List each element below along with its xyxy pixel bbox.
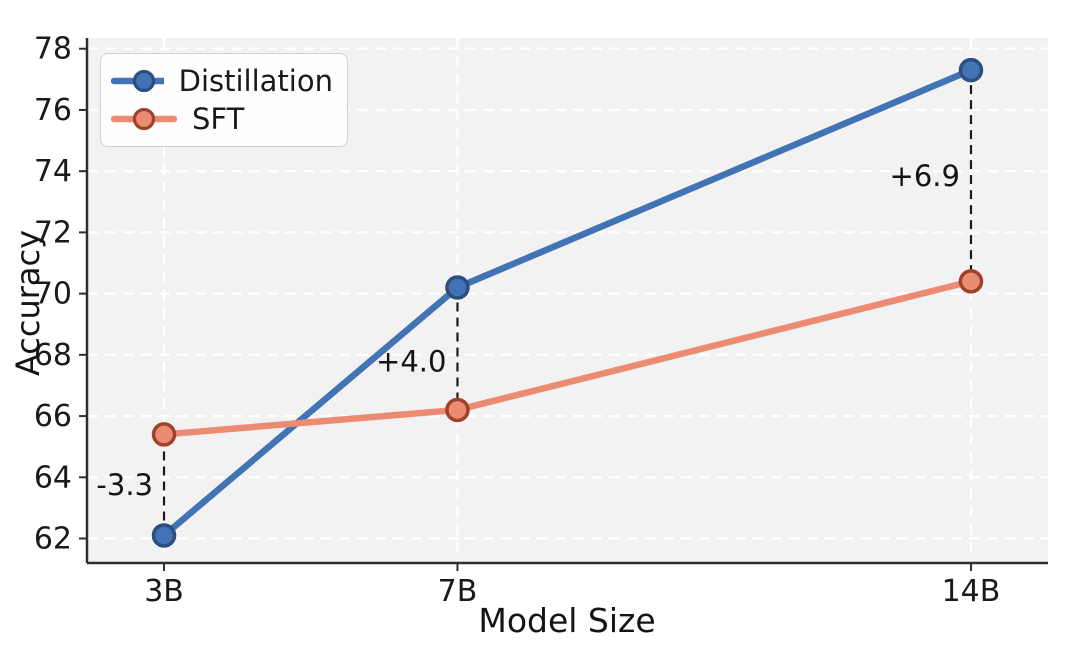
y-tick-label: 74 — [34, 154, 72, 189]
y-axis-label: Accuracy — [9, 229, 47, 377]
y-tick-label: 66 — [34, 399, 72, 434]
y-tick-label: 68 — [34, 338, 72, 373]
data-point-sft-3b — [151, 422, 177, 447]
x-axis-label: Model Size — [478, 601, 656, 640]
data-point-distillation-3b — [151, 523, 177, 548]
gap-annotation: +6.9 — [890, 159, 960, 193]
gap-annotation: +4.0 — [376, 345, 446, 379]
y-tick-label: 76 — [34, 93, 72, 128]
gap-annotation: -3.3 — [96, 468, 153, 502]
y-tick-label: 78 — [34, 32, 72, 67]
y-tick-label: 64 — [34, 460, 72, 495]
legend-label-sft: SFT — [192, 101, 245, 136]
y-tick-label: 70 — [34, 277, 72, 312]
legend-line-marker-sample — [111, 69, 164, 93]
x-tick-label: 7B — [438, 574, 478, 609]
data-point-sft-14b — [958, 269, 984, 294]
data-point-distillation-14b — [958, 57, 984, 83]
legend-line-marker-sample — [111, 107, 177, 131]
legend: Distillation SFT — [100, 53, 348, 147]
y-tick-label: 62 — [34, 522, 72, 557]
data-point-sft-7b — [445, 397, 470, 423]
legend-item-sft: SFT — [111, 101, 333, 137]
x-tick-label: 3B — [144, 574, 184, 609]
legend-item-distillation: Distillation — [111, 63, 333, 99]
legend-label-distillation: Distillation — [178, 63, 333, 98]
x-tick-label: 14B — [942, 574, 1001, 609]
y-tick-label: 72 — [34, 215, 72, 250]
data-point-distillation-7b — [445, 275, 470, 300]
